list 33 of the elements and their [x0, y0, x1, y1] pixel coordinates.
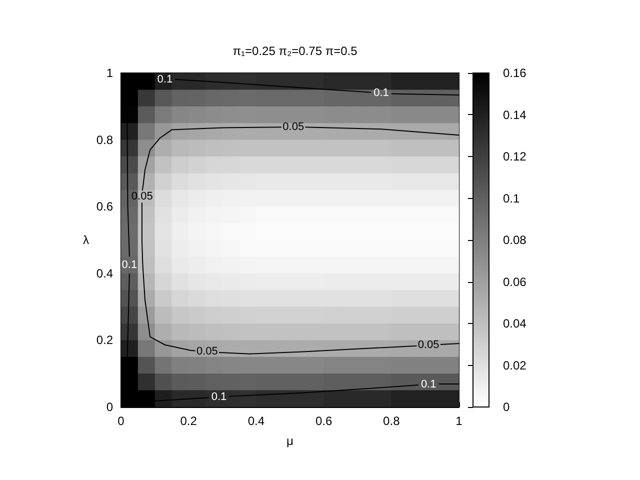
y-tick-label: 1 [106, 66, 114, 80]
y-tick-label: 0.6 [96, 200, 114, 214]
y-tick-label: 0.8 [96, 132, 114, 147]
color-bar-label: 0.16 [503, 66, 527, 80]
y-tick-label: 0 [106, 400, 114, 414]
color-bar-label: 0.04 [503, 316, 527, 330]
text: 0.1 [211, 390, 227, 403]
color-bar-label: 0.1 [503, 191, 520, 206]
chart-title: π₁=0.25 π₂=0.75 π=0.5 [232, 44, 358, 58]
text: 0.05 [131, 190, 153, 203]
text: 0.1 [122, 259, 138, 272]
text: 0.1 [420, 378, 436, 390]
color-bar-label: 0.02 [503, 358, 527, 372]
text: 0.05 [418, 339, 440, 352]
x-tick-label: 0.8 [383, 414, 400, 428]
x-tick-label: 1 [456, 414, 463, 428]
color-bar-label: 0.14 [503, 108, 527, 122]
color-bar-label: 0 [503, 400, 510, 414]
x-tick-label: 0.4 [248, 414, 265, 428]
color-bar-label: 0.06 [503, 274, 527, 289]
series-label: 0.05 [282, 121, 304, 134]
y-tick-label: 0.4 [96, 266, 114, 280]
x-tick-label: 0.2 [180, 414, 198, 428]
x-tick-label: 0 [118, 414, 125, 428]
x-axis-title: μ [286, 434, 294, 448]
text: 0.05 [196, 346, 218, 358]
y-axis-title: λ [83, 233, 89, 247]
y-tick-label: 0.2 [96, 333, 114, 348]
text: 0.1 [374, 87, 389, 100]
series-label: 0.1 [157, 73, 173, 86]
color-bar-label: 0.08 [503, 233, 527, 247]
x-tick-label: 0.6 [315, 414, 332, 428]
color-bar-label: 0.12 [503, 150, 527, 164]
